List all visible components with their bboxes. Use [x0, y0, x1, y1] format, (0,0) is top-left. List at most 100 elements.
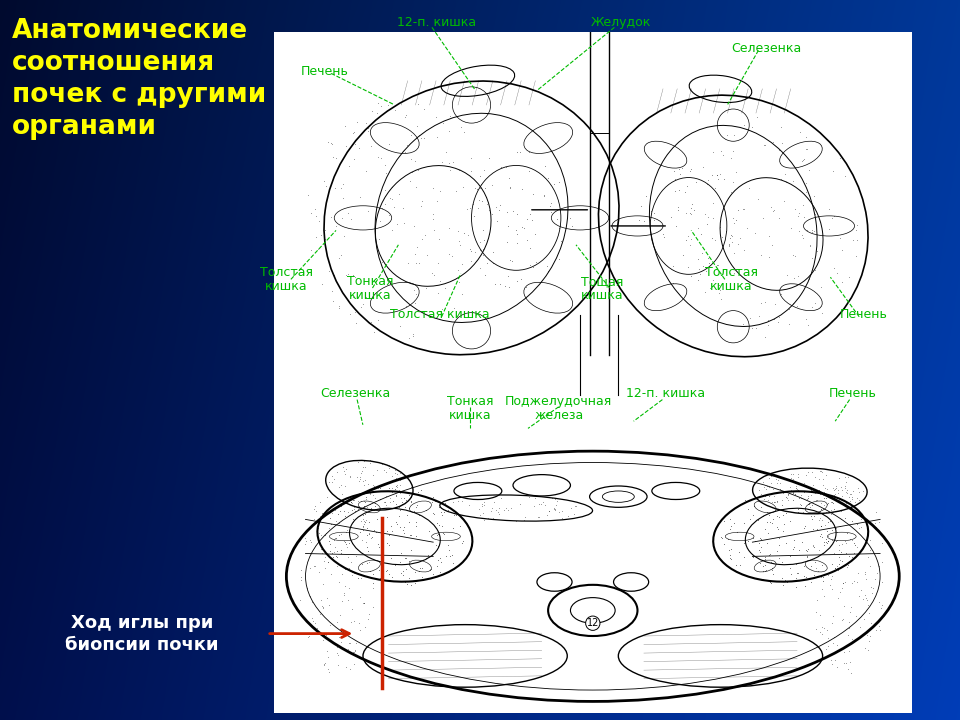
Point: [849, 250, 864, 261]
Point: [406, 505, 421, 517]
Point: [498, 502, 514, 513]
Point: [725, 176, 740, 188]
Point: [294, 572, 309, 583]
Point: [831, 153, 847, 164]
Point: [632, 215, 647, 226]
Point: [532, 511, 547, 523]
Point: [293, 595, 308, 606]
Point: [316, 658, 331, 670]
Point: [757, 297, 773, 308]
Point: [796, 153, 811, 165]
Point: [352, 624, 368, 636]
Point: [333, 500, 348, 512]
Point: [522, 259, 538, 271]
Point: [780, 490, 796, 501]
Point: [537, 190, 552, 202]
Point: [772, 477, 787, 489]
Point: [358, 493, 373, 505]
Point: [388, 498, 403, 510]
Point: [360, 522, 375, 534]
Point: [345, 566, 360, 577]
Point: [735, 318, 751, 330]
Point: [681, 261, 696, 273]
Point: [762, 549, 778, 560]
Point: [460, 230, 475, 241]
Point: [334, 182, 349, 194]
Point: [313, 530, 328, 541]
Point: [790, 270, 805, 282]
Point: [815, 571, 830, 582]
Point: [352, 191, 368, 202]
Point: [373, 153, 389, 164]
Point: [773, 503, 788, 515]
Point: [807, 208, 823, 220]
Point: [381, 459, 396, 471]
Point: [354, 570, 370, 581]
Point: [806, 510, 822, 521]
Point: [448, 185, 464, 197]
Point: [491, 506, 506, 518]
Point: [426, 224, 442, 235]
Point: [321, 477, 336, 488]
Point: [682, 165, 697, 176]
Point: [365, 569, 380, 580]
Point: [394, 567, 409, 579]
Point: [384, 470, 399, 482]
Point: [828, 482, 844, 494]
Point: [736, 244, 752, 256]
Point: [798, 580, 813, 592]
Point: [751, 485, 766, 496]
Point: [801, 492, 816, 504]
Point: [712, 222, 728, 233]
Point: [753, 546, 768, 558]
Point: [521, 491, 537, 503]
Point: [827, 631, 842, 643]
Point: [841, 623, 856, 634]
Point: [846, 485, 861, 497]
Point: [826, 637, 841, 649]
Point: [332, 505, 348, 517]
Point: [385, 181, 400, 192]
Point: [857, 589, 873, 600]
Point: [839, 561, 854, 572]
Point: [431, 519, 446, 531]
Point: [439, 146, 454, 158]
Point: [342, 582, 357, 594]
Point: [368, 481, 383, 492]
Point: [562, 212, 577, 224]
Point: [790, 485, 805, 496]
Point: [403, 482, 419, 493]
Point: [800, 545, 815, 557]
Point: [349, 117, 365, 128]
Point: [678, 234, 693, 246]
Point: [760, 528, 776, 539]
Point: [829, 562, 845, 574]
Point: [490, 215, 505, 226]
Point: [793, 490, 808, 501]
Point: [339, 464, 354, 475]
Point: [772, 212, 787, 224]
Point: [421, 525, 437, 536]
Point: [814, 572, 829, 583]
Point: [732, 546, 747, 557]
Point: [771, 539, 786, 551]
Point: [824, 573, 839, 585]
Point: [403, 491, 419, 503]
Point: [339, 541, 354, 552]
Point: [794, 155, 809, 166]
Point: [742, 513, 757, 525]
Point: [333, 609, 348, 621]
Point: [690, 222, 706, 234]
Point: [760, 319, 776, 330]
Point: [322, 266, 337, 277]
Point: [325, 295, 341, 307]
Point: [802, 498, 817, 509]
Point: [827, 503, 842, 515]
Point: [799, 143, 814, 155]
Point: [407, 220, 422, 232]
Point: [411, 258, 426, 269]
Point: [751, 537, 766, 549]
Point: [838, 657, 853, 668]
Point: [691, 253, 707, 264]
Point: [445, 557, 461, 569]
